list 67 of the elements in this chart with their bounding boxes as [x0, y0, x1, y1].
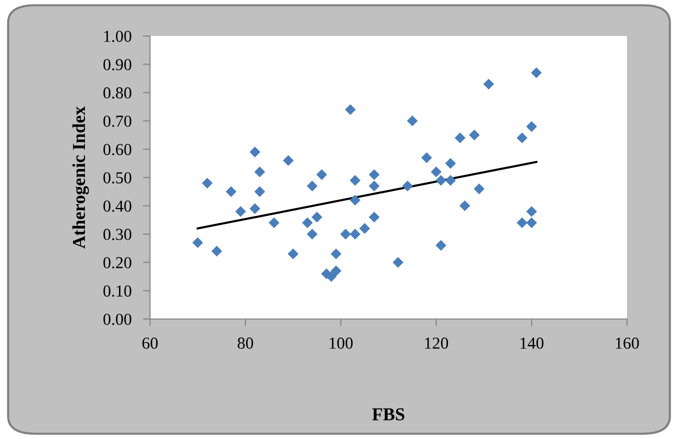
point [226, 186, 236, 198]
x-tick-label: 140 [520, 338, 544, 349]
point [235, 206, 246, 217]
point [306, 180, 318, 192]
point [406, 116, 418, 126]
point [192, 237, 204, 248]
y-tick-label: 0.20 [103, 257, 132, 268]
point [250, 146, 260, 158]
point [268, 217, 280, 228]
point [350, 228, 360, 240]
point [330, 266, 342, 276]
y-axis-title: Atherogenic Index [72, 106, 89, 249]
y-tick-label: 0.10 [103, 285, 132, 297]
point [306, 228, 318, 240]
point [359, 223, 370, 234]
point [526, 121, 537, 132]
y-tick-label: 0.00 [103, 314, 132, 326]
y-tick-label: 0.90 [103, 59, 132, 70]
point [430, 166, 442, 178]
point [392, 257, 404, 268]
point [526, 217, 537, 228]
point [402, 180, 413, 192]
point [282, 155, 294, 166]
point [302, 217, 313, 228]
x-tick-label: 120 [425, 338, 448, 349]
y-tick-label: 0.60 [103, 144, 132, 156]
point [454, 132, 466, 144]
point [350, 194, 360, 206]
point [516, 132, 528, 144]
point [202, 178, 213, 189]
point [350, 174, 360, 186]
x-tick-label: 100 [330, 338, 353, 349]
point [368, 180, 380, 192]
point [474, 183, 485, 194]
point [445, 158, 456, 169]
point [254, 166, 266, 178]
point [530, 67, 542, 78]
x-tick-label: 60 [142, 338, 158, 349]
x-axis-title: FBS [372, 408, 404, 420]
point [436, 174, 446, 186]
point [344, 104, 356, 115]
point [483, 78, 494, 90]
point [211, 246, 222, 256]
y-tick-label: 0.50 [103, 172, 132, 184]
point [459, 200, 470, 212]
point [368, 212, 380, 222]
point [526, 206, 537, 217]
point [254, 186, 266, 198]
y-tick-label: 0.80 [103, 87, 132, 99]
x-tick-label: 80 [238, 338, 254, 349]
point [421, 152, 432, 164]
point [316, 169, 328, 180]
point [340, 228, 351, 240]
point [368, 169, 380, 180]
point [445, 174, 456, 186]
point [312, 212, 322, 222]
y-tick-label: 0.30 [103, 228, 132, 240]
y-tick-label: 0.70 [103, 116, 132, 127]
point [288, 248, 298, 260]
point [436, 240, 446, 251]
y-tick-label: 0.40 [103, 200, 132, 212]
point [516, 217, 528, 228]
point [250, 203, 260, 214]
point [330, 248, 342, 260]
y-tick-label: 1.00 [104, 30, 132, 42]
x-tick-label: 160 [616, 338, 639, 349]
point [468, 130, 480, 140]
